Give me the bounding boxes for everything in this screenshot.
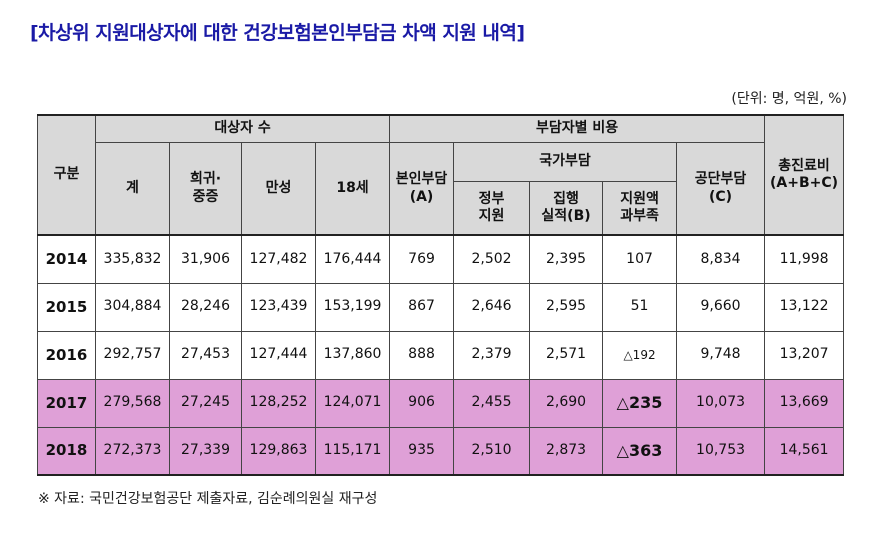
header-actual-exec: 집행 실적(B): [529, 181, 604, 236]
cell-under18: 124,071: [314, 378, 391, 428]
cell-rare: 28,246: [169, 282, 242, 332]
header-national-group: 국가부담: [453, 142, 678, 182]
header-gubun: 구분: [37, 114, 96, 236]
cell-year: 2018: [37, 426, 96, 476]
cell-surplus: 107: [602, 234, 678, 284]
header-self-pay: 본인부담 (A): [389, 142, 455, 236]
cell-self-pay: 935: [389, 426, 455, 476]
cell-chronic: 129,863: [241, 426, 316, 476]
table-row: 2015 304,884 28,246 123,439 153,199 867 …: [37, 282, 845, 332]
cell-year: 2017: [37, 378, 96, 428]
table-row-highlighted: 2017 279,568 27,245 128,252 124,071 906 …: [37, 378, 845, 428]
header-gov-support: 정부 지원: [453, 181, 531, 236]
cell-corp-pay: 10,073: [676, 378, 766, 428]
source-note: ※ 자료: 국민건강보험공단 제출자료, 김순례의원실 재구성: [38, 491, 378, 507]
cell-actual-exec: 2,395: [529, 234, 604, 284]
table-row: 2014 335,832 31,906 127,482 176,444 769 …: [37, 234, 845, 284]
cell-corp-pay: 8,834: [676, 234, 766, 284]
cell-under18: 176,444: [314, 234, 391, 284]
cell-total-cost: 14,561: [764, 426, 845, 476]
table-row: 2016 292,757 27,453 127,444 137,860 888 …: [37, 330, 845, 380]
cell-actual-exec: 2,571: [529, 330, 604, 380]
cell-chronic: 128,252: [241, 378, 316, 428]
header-surplus: 지원액 과부족: [602, 181, 678, 236]
cell-corp-pay: 10,753: [676, 426, 766, 476]
cell-total-cost: 13,669: [764, 378, 845, 428]
cell-rare: 31,906: [169, 234, 242, 284]
cell-under18: 115,171: [314, 426, 391, 476]
support-table: 구분 대상자 수 부담자별 비용 총진료비 (A+B+C) 계 희귀· 중증 만…: [37, 114, 845, 476]
table-header: 구분 대상자 수 부담자별 비용 총진료비 (A+B+C) 계 희귀· 중증 만…: [37, 114, 845, 236]
page-title: [차상위 지원대상자에 대한 건강보험본인부담금 차액 지원 내역]: [30, 22, 525, 44]
table-body: 2014 335,832 31,906 127,482 176,444 769 …: [37, 234, 845, 476]
cell-under18: 137,860: [314, 330, 391, 380]
cell-surplus: △192: [602, 330, 678, 380]
cell-surplus: △235: [602, 378, 678, 428]
cell-actual-exec: 2,595: [529, 282, 604, 332]
cell-gov-support: 2,455: [453, 378, 531, 428]
cell-gov-support: 2,379: [453, 330, 531, 380]
cell-corp-pay: 9,660: [676, 282, 766, 332]
cell-self-pay: 769: [389, 234, 455, 284]
cell-rare: 27,339: [169, 426, 242, 476]
cell-year: 2015: [37, 282, 96, 332]
cell-corp-pay: 9,748: [676, 330, 766, 380]
cell-gov-support: 2,510: [453, 426, 531, 476]
cell-actual-exec: 2,873: [529, 426, 604, 476]
cell-under18: 153,199: [314, 282, 391, 332]
cell-total: 304,884: [95, 282, 170, 332]
cell-total: 272,373: [95, 426, 170, 476]
cell-actual-exec: 2,690: [529, 378, 604, 428]
cell-total: 279,568: [95, 378, 170, 428]
header-rare-severe: 희귀· 중증: [169, 142, 242, 236]
table-row-highlighted: 2018 272,373 27,339 129,863 115,171 935 …: [37, 426, 845, 476]
header-chronic: 만성: [241, 142, 316, 236]
cell-chronic: 127,482: [241, 234, 316, 284]
header-total-cost: 총진료비 (A+B+C): [764, 114, 845, 236]
cell-total-cost: 13,207: [764, 330, 845, 380]
header-cost-group: 부담자별 비용: [389, 114, 766, 143]
cell-surplus: △363: [602, 426, 678, 476]
cell-total-cost: 13,122: [764, 282, 845, 332]
cell-chronic: 127,444: [241, 330, 316, 380]
header-total: 계: [95, 142, 170, 236]
cell-total-cost: 11,998: [764, 234, 845, 284]
cell-total: 292,757: [95, 330, 170, 380]
cell-surplus: 51: [602, 282, 678, 332]
header-under18: 18세: [314, 142, 391, 236]
unit-label: (단위: 명, 억원, %): [731, 91, 847, 107]
cell-total: 335,832: [95, 234, 170, 284]
cell-gov-support: 2,502: [453, 234, 531, 284]
cell-self-pay: 906: [389, 378, 455, 428]
cell-rare: 27,453: [169, 330, 242, 380]
cell-chronic: 123,439: [241, 282, 316, 332]
cell-year: 2016: [37, 330, 96, 380]
header-recipients-group: 대상자 수: [94, 114, 391, 143]
cell-gov-support: 2,646: [453, 282, 531, 332]
header-corp-pay: 공단부담 (C): [676, 142, 766, 236]
cell-year: 2014: [37, 234, 96, 284]
cell-self-pay: 888: [389, 330, 455, 380]
cell-self-pay: 867: [389, 282, 455, 332]
cell-rare: 27,245: [169, 378, 242, 428]
